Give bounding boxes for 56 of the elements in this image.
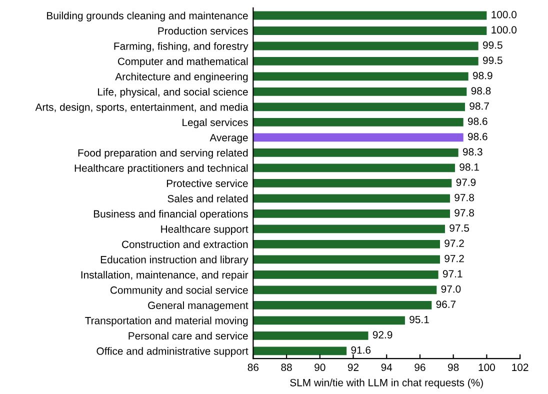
y-tick-label: Computer and mathematical — [118, 57, 248, 68]
x-tick-label: 102 — [512, 364, 528, 372]
data-label: 95.1 — [410, 316, 429, 324]
data-label: 99.5 — [483, 56, 502, 64]
y-tick-label: Installation, maintenance, and repair — [81, 270, 248, 281]
y-tick-label: Transportation and material moving — [85, 316, 248, 326]
y-tick-label: Sales and related — [168, 194, 248, 202]
y-tick-label: Protective service — [166, 179, 248, 188]
y-tick-label: Average — [210, 134, 248, 144]
y-tick-label: Farming, fishing, and forestry — [114, 42, 248, 52]
data-label: 97.8 — [454, 194, 474, 202]
y-tick-label: Healthcare practitioners and technical — [74, 164, 248, 174]
data-label: 97.9 — [456, 178, 476, 186]
y-tick-label: Life, physical, and social science — [98, 88, 248, 98]
data-label: 96.7 — [436, 300, 456, 308]
data-label: 97.8 — [454, 209, 474, 216]
data-label: 92.9 — [372, 331, 392, 338]
data-label: 99.5 — [483, 41, 502, 49]
x-tick-label: 92 — [348, 364, 359, 372]
y-tick-label: Education instruction and library — [100, 256, 248, 266]
data-label: 98.6 — [468, 132, 488, 140]
data-label: 98.3 — [462, 148, 482, 156]
x-tick-label: 96 — [414, 364, 426, 372]
y-tick-label: Building grounds cleaning and maintenance — [47, 12, 248, 22]
data-label: 98.1 — [460, 163, 479, 171]
x-tick-label: 100 — [478, 364, 495, 372]
y-tick-label: Food preparation and serving related — [78, 148, 248, 159]
data-label: 98.8 — [471, 87, 491, 95]
y-tick-label: Healthcare support — [161, 225, 248, 235]
data-label: 97.0 — [441, 285, 461, 293]
data-label: 91.6 — [351, 346, 371, 354]
y-tick-label: Personal care and service — [128, 332, 248, 340]
data-label: 98.7 — [470, 102, 489, 110]
x-tick-label: 94 — [381, 364, 392, 372]
data-label: 97.5 — [450, 224, 469, 232]
x-axis-title: SLM win/tie with LLM in chat requests (%) — [290, 378, 483, 388]
x-tick-label: 90 — [314, 364, 326, 372]
data-label: 97.1 — [442, 270, 462, 278]
data-label: 100.0 — [492, 26, 517, 34]
y-tick-label: General management — [148, 301, 248, 312]
y-tick-label: Arts, design, sports, entertainment, and media — [35, 103, 248, 113]
data-label: 97.2 — [444, 254, 464, 262]
y-tick-label: Legal services — [182, 118, 248, 128]
x-tick-label: 98 — [448, 364, 459, 372]
y-tick-label: Architecture and engineering — [115, 72, 248, 82]
y-tick-label: Community and social service — [110, 286, 248, 296]
y-tick-label: Office and administrative support — [96, 347, 248, 357]
x-tick-label: 88 — [281, 364, 292, 372]
y-tick-label: Production services — [158, 26, 248, 35]
data-label: 98.6 — [468, 118, 488, 126]
x-tick-label: 86 — [248, 364, 259, 372]
data-label: 100.0 — [492, 10, 517, 18]
data-label: 98.9 — [473, 72, 492, 80]
y-tick-label: Construction and extraction — [122, 240, 248, 248]
y-tick-label: Business and financial operations — [94, 210, 248, 220]
data-label: 97.2 — [444, 240, 464, 247]
